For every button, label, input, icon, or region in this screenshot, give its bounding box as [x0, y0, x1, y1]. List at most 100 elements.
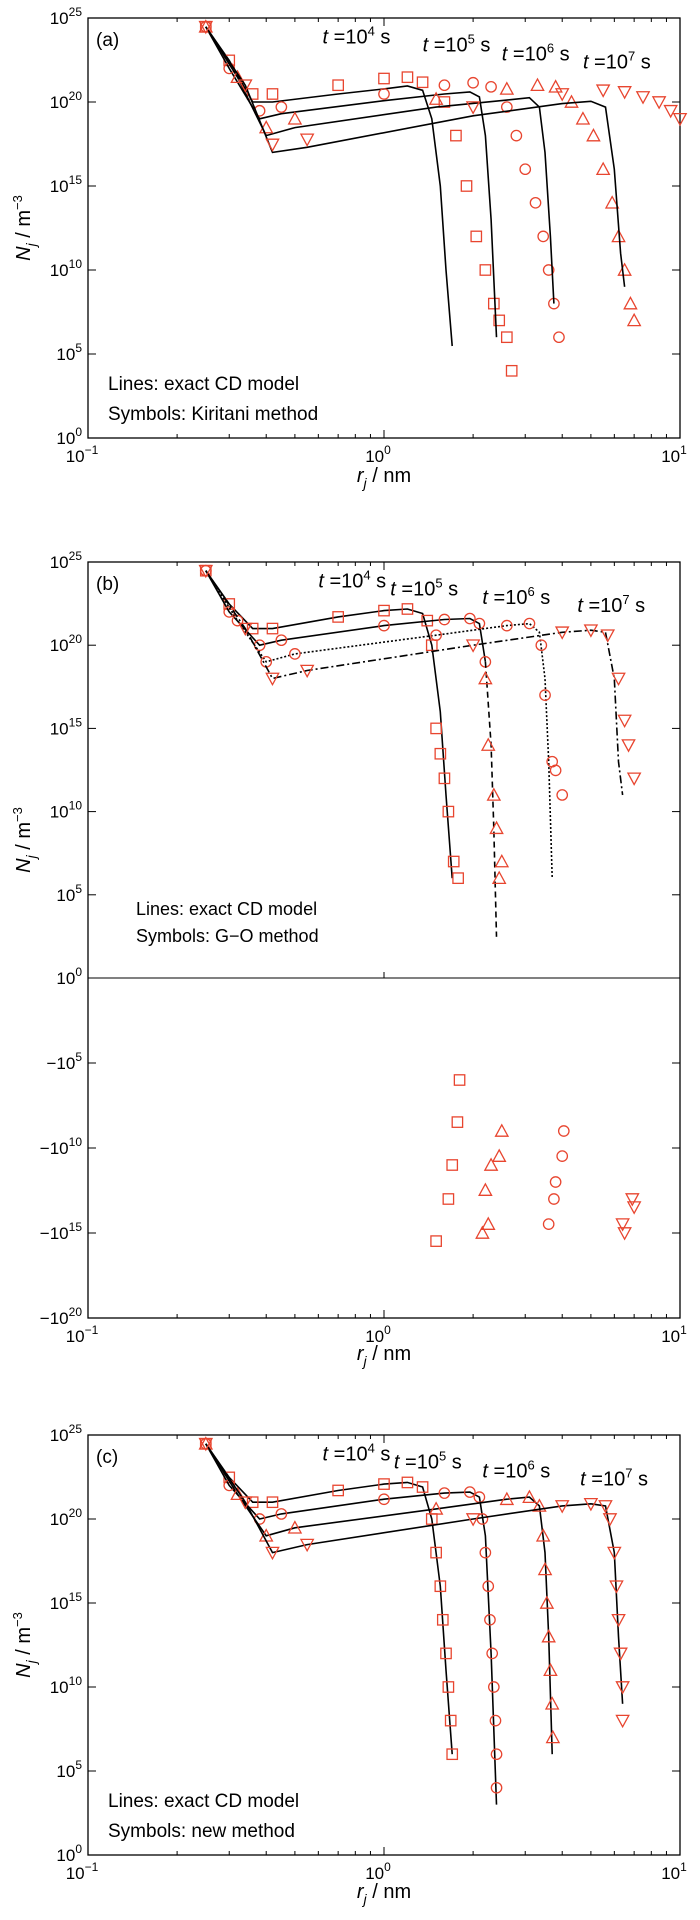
- y-tick-label: 100: [56, 1842, 82, 1865]
- triangle-down-marker: [595, 84, 611, 98]
- triangle-up-marker: [480, 1216, 496, 1230]
- y-tick-label: 1015: [50, 1590, 83, 1613]
- y-tick-label: −105: [46, 1050, 82, 1073]
- triangle-down-marker: [299, 664, 315, 679]
- circle-marker: [549, 764, 562, 777]
- x-tick-label: 100: [365, 443, 391, 466]
- x-tick-label: 101: [661, 1323, 687, 1346]
- circle-marker: [378, 88, 390, 100]
- x-tick-label: 101: [661, 1860, 687, 1883]
- square-marker: [378, 1478, 390, 1490]
- triangle-up-marker: [287, 1520, 303, 1534]
- y-tick-label: 1010: [50, 799, 83, 822]
- circle-marker: [556, 789, 569, 801]
- square-marker: [434, 1580, 447, 1593]
- triangle-up-marker: [537, 1561, 553, 1576]
- circle-marker: [438, 1487, 451, 1499]
- circle-marker: [529, 196, 542, 209]
- triangle-down-marker: [238, 1496, 253, 1510]
- triangle-up-marker: [428, 1501, 444, 1515]
- circle-marker: [553, 331, 565, 344]
- time-label: t =104 s: [318, 567, 386, 592]
- panel-label: (a): [96, 30, 119, 51]
- square-marker: [444, 1714, 457, 1727]
- triangle-up-marker: [491, 870, 507, 885]
- triangle-up-marker: [586, 128, 601, 142]
- square-marker: [401, 603, 414, 615]
- circle-marker: [231, 614, 244, 627]
- triangle-down-marker: [626, 1201, 642, 1215]
- x-axis-label: rj / nm: [357, 1881, 411, 1907]
- triangle-up-marker: [548, 79, 563, 93]
- triangle-up-marker: [543, 1662, 558, 1677]
- circle-marker: [537, 230, 550, 243]
- y-tick-label: 105: [56, 1758, 82, 1781]
- square-marker: [505, 364, 518, 377]
- square-marker: [332, 611, 344, 623]
- circle-marker: [485, 80, 497, 93]
- y-tick-label: 1020: [50, 1506, 83, 1529]
- circle-marker: [275, 634, 288, 647]
- series-line: [205, 1443, 498, 1805]
- square-marker: [434, 747, 447, 760]
- triangle-up-marker: [428, 91, 444, 105]
- circle-marker: [510, 129, 523, 142]
- triangle-up-marker: [564, 94, 579, 108]
- y-tick-label: 1010: [50, 257, 83, 280]
- triangle-down-marker: [617, 1227, 632, 1241]
- circle-marker: [275, 1508, 288, 1520]
- circle-marker: [519, 163, 532, 176]
- triangle-up-marker: [539, 1595, 555, 1609]
- triangle-up-marker: [535, 1528, 551, 1542]
- circle-marker: [464, 612, 476, 625]
- square-marker: [401, 1476, 414, 1489]
- square-marker: [401, 71, 414, 84]
- panel-label: (b): [96, 574, 119, 595]
- triangle-up-marker: [575, 111, 591, 125]
- triangle-up-marker: [499, 1491, 515, 1506]
- triangle-down-marker: [621, 739, 636, 753]
- series-line: [205, 1443, 453, 1755]
- square-marker: [479, 264, 492, 276]
- square-marker: [450, 129, 462, 142]
- triangle-down-marker: [583, 624, 599, 638]
- x-tick-label: 10−1: [66, 443, 99, 466]
- circle-marker: [289, 648, 301, 660]
- y-tick-label: 1010: [50, 1674, 83, 1697]
- triangle-up-marker: [478, 1182, 493, 1196]
- x-tick-label: 100: [365, 1323, 391, 1346]
- legend-line: Symbols: G−O method: [136, 926, 319, 946]
- triangle-down-marker: [465, 1513, 481, 1527]
- triangle-up-marker: [480, 737, 496, 751]
- square-marker: [416, 76, 429, 89]
- triangle-down-marker: [554, 626, 570, 640]
- time-label: t =106 s: [482, 1457, 550, 1482]
- triangle-down-marker: [465, 101, 481, 115]
- circle-marker: [275, 101, 288, 113]
- circle-marker: [487, 1681, 500, 1693]
- triangle-down-marker: [672, 112, 688, 127]
- triangle-down-marker: [265, 672, 280, 687]
- triangle-up-marker: [489, 820, 504, 835]
- series-0: [199, 20, 518, 377]
- square-marker: [500, 331, 513, 344]
- y-tick-label: 1025: [50, 549, 83, 572]
- triangle-down-marker: [299, 133, 315, 147]
- time-label: t =106 s: [502, 40, 570, 65]
- y-tick-label: −1015: [40, 1220, 83, 1243]
- triangle-down-marker: [465, 639, 481, 653]
- time-label: t =105 s: [390, 575, 458, 600]
- circle-marker: [479, 1546, 492, 1559]
- x-tick-label: 100: [365, 1860, 391, 1883]
- square-marker: [430, 722, 442, 735]
- triangle-up-marker: [604, 195, 620, 209]
- circle-marker: [464, 1486, 476, 1498]
- square-marker: [442, 1193, 455, 1205]
- triangle-down-marker: [651, 96, 667, 110]
- triangle-up-marker: [544, 1696, 560, 1710]
- y-tick-label: 100: [56, 965, 82, 988]
- circle-marker: [549, 1176, 562, 1188]
